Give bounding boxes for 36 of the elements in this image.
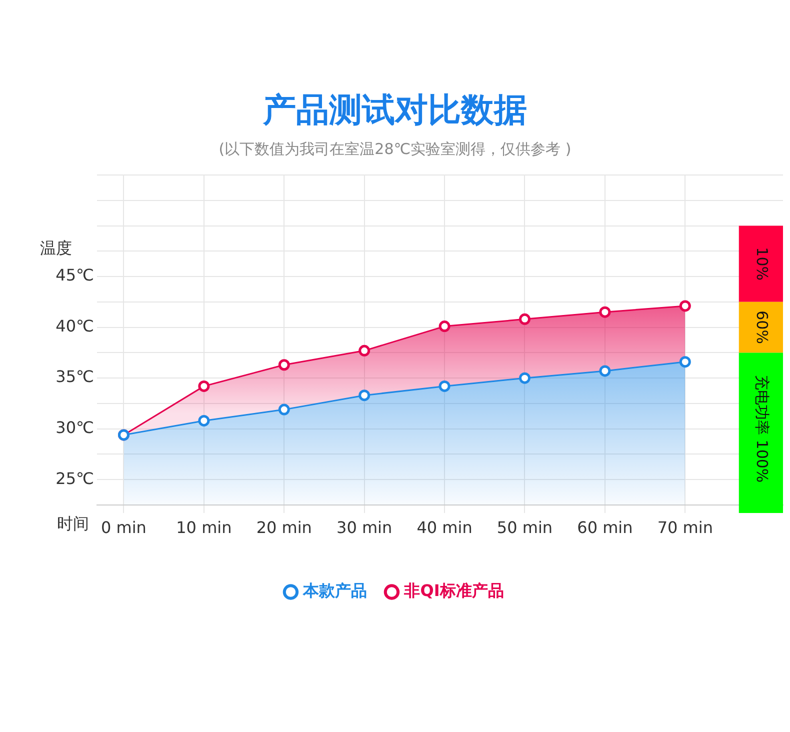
point (358, 390, 370, 402)
band-label: 充电功率 100% (753, 375, 772, 483)
point (599, 306, 611, 318)
point (278, 359, 290, 371)
chart-subtitle: (以下数值为我司在室温28℃实验室测得，仅供参考 ) (218, 140, 572, 159)
point (518, 372, 530, 384)
x-tick-label: 70 min (657, 518, 713, 537)
point (278, 404, 290, 416)
point (518, 313, 530, 325)
y-tick-label: 25℃ (56, 468, 94, 488)
x-tick-label: 10 min (176, 518, 232, 537)
x-tick-label: 20 min (256, 518, 312, 537)
x-tick-label: 30 min (336, 518, 392, 537)
y-tick-label: 35℃ (56, 367, 94, 386)
point (599, 365, 611, 377)
point (679, 356, 691, 368)
point (679, 300, 691, 312)
x-tick-label: 60 min (577, 518, 633, 537)
y-tick-label: 40℃ (56, 316, 94, 336)
point (198, 380, 210, 392)
legend-label: 非QI标准产品 (403, 581, 504, 600)
y-tick-label: 30℃ (56, 418, 94, 437)
y-tick-label: 45℃ (56, 266, 94, 285)
point (198, 414, 210, 426)
legend-label: 本款产品 (302, 581, 368, 600)
x-tick-label: 0 min (101, 518, 146, 537)
y-axis-title: 温度 (40, 238, 72, 258)
point (438, 380, 450, 392)
point (358, 344, 370, 356)
chart-title: 产品测试对比数据 (262, 89, 528, 131)
point (438, 320, 450, 332)
x-axis-title: 时间 (57, 514, 89, 534)
x-tick-label: 40 min (416, 518, 472, 537)
band-label: 10% (753, 247, 772, 281)
x-tick-label: 50 min (496, 518, 553, 537)
band-label: 60% (753, 310, 772, 344)
